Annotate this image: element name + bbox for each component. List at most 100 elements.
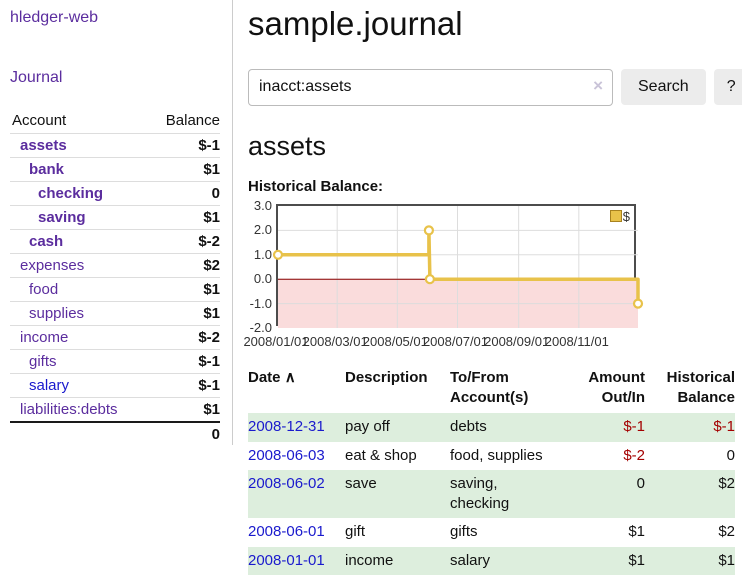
transaction-balance: $2 [718, 523, 735, 541]
transaction-accounts: salary [450, 551, 491, 569]
account-balance: $1 [147, 277, 220, 302]
chart-legend: $ [609, 208, 630, 224]
chart-y-tick-label: 2.0 [253, 222, 272, 238]
transaction-row: 2008-06-01 gift gifts $1 $2 [248, 518, 735, 546]
sidebar-account-link[interactable]: assets [20, 137, 67, 155]
account-row: checking 0 [10, 181, 220, 206]
transaction-balance: $-1 [713, 418, 735, 436]
accounts-header-balance: Balance [165, 112, 220, 130]
transaction-accounts: gifts [450, 523, 478, 541]
transaction-row: 2008-06-02 save saving, checking 0 $2 [248, 469, 735, 519]
transaction-balance: $2 [718, 474, 735, 492]
chart-x-tick-label: 2008/09/01 [484, 333, 550, 349]
transaction-amount: $-2 [623, 446, 645, 464]
transaction-date-link[interactable]: 2008-06-01 [248, 523, 325, 541]
sidebar-account-link[interactable]: food [29, 281, 59, 299]
chart-y-tick-label: 0.0 [253, 271, 272, 287]
chart-y-tick-label: -1.0 [249, 295, 272, 311]
account-balance: $1 [147, 157, 220, 182]
sidebar-account-link[interactable]: checking [38, 185, 104, 203]
register-header-amount: Amount Out/In [588, 368, 645, 407]
sidebar-account-link[interactable]: saving [38, 209, 86, 227]
accounts-header-account: Account [12, 112, 67, 130]
accounts-table: Account Balance assets $-1 bank $1 checking 0… [10, 109, 220, 447]
search-button[interactable]: Search [621, 69, 706, 106]
sidebar-account-link[interactable]: salary [29, 377, 70, 395]
sidebar-account-link[interactable]: supplies [29, 305, 85, 323]
chart-x-tick-label: 2008/03/01 [302, 333, 368, 349]
transaction-amount: 0 [636, 474, 645, 492]
account-balance: $1 [147, 397, 220, 423]
accounts-total-spacer [10, 421, 148, 447]
chart-x-tick-label: 2008/01/01 [243, 333, 309, 349]
chart-plot-area: $ [272, 203, 644, 328]
account-balance: $1 [147, 205, 220, 230]
account-balance: $-1 [147, 373, 220, 398]
account-balance: $1 [147, 301, 220, 326]
account-row: bank $1 [10, 157, 220, 182]
transaction-date-link[interactable]: 2008-06-02 [248, 474, 325, 492]
search-bar: × Search ? [248, 68, 742, 106]
transaction-date-link[interactable]: 2008-06-03 [248, 446, 325, 464]
sidebar-account-link[interactable]: liabilities:debts [20, 401, 118, 419]
account-balance: $-2 [147, 229, 220, 254]
transaction-date-link[interactable]: 2008-01-01 [248, 551, 325, 569]
chart-y-tick-label: 3.0 [253, 197, 272, 213]
account-balance: $-1 [147, 133, 220, 158]
chart-x-tick-label: 2008/07/01 [422, 333, 489, 349]
transaction-row: 2008-01-01 income salary $1 $1 [248, 546, 735, 575]
register-header-date[interactable]: Date ∧ [248, 368, 296, 386]
accounts-header-row: Account Balance [10, 109, 220, 134]
chart-y-tick-label: 1.0 [253, 246, 272, 262]
account-row: liabilities:debts $1 [10, 397, 220, 423]
transaction-accounts: saving, checking [450, 474, 510, 513]
account-row: supplies $1 [10, 301, 220, 326]
sidebar-account-link[interactable]: cash [29, 233, 64, 251]
search-input[interactable] [248, 68, 613, 106]
transaction-row: 2008-06-03 eat & shop food, supplies $-2 0 [248, 442, 735, 470]
transaction-date-link[interactable]: 2008-12-31 [248, 418, 325, 436]
register-header-row: Date ∧ Description To/From Account(s) Am… [248, 366, 735, 414]
sort-asc-icon: ∧ [284, 368, 296, 386]
transaction-description: income [345, 551, 394, 569]
sidebar-account-link[interactable]: gifts [29, 353, 57, 371]
account-row: assets $-1 [10, 133, 220, 158]
account-balance: $-2 [147, 325, 220, 350]
sidebar: hledger-web Journal Account Balance asse… [0, 0, 232, 575]
account-balance: $2 [147, 253, 220, 278]
sidebar-divider [232, 0, 233, 445]
sidebar-account-link[interactable]: expenses [20, 257, 85, 275]
search-help-button[interactable]: ? [713, 69, 742, 106]
legend-swatch-icon [609, 210, 622, 223]
legend-label: $ [622, 208, 630, 224]
accounts-total-row: 0 [10, 421, 220, 447]
account-row: food $1 [10, 277, 220, 302]
transaction-amount: $-1 [623, 418, 645, 436]
account-row: gifts $-1 [10, 349, 220, 374]
page-title: sample.journal [248, 5, 463, 42]
chart-title: Historical Balance: [248, 177, 384, 195]
transaction-amount: $1 [628, 523, 645, 541]
transaction-balance: 0 [726, 446, 735, 464]
sidebar-account-link[interactable]: bank [29, 161, 65, 179]
sidebar-account-link[interactable]: income [20, 329, 69, 347]
account-heading: assets [248, 130, 327, 161]
transaction-description: eat & shop [345, 446, 417, 464]
transaction-accounts: food, supplies [450, 446, 543, 464]
transaction-description: gift [345, 523, 366, 541]
account-row: income $-2 [10, 325, 220, 350]
transaction-description: save [345, 474, 377, 492]
register-header-description: Description [345, 368, 428, 386]
nav-journal-link[interactable]: Journal [10, 69, 63, 87]
search-field-wrap: × [248, 68, 613, 106]
clear-search-icon[interactable]: × [593, 75, 603, 95]
transaction-row: 2008-12-31 pay off debts $-1 $-1 [248, 413, 735, 442]
account-row: saving $1 [10, 205, 220, 230]
app-title[interactable]: hledger-web [10, 9, 99, 26]
chart-x-tick-label: 2008/11/01 [544, 333, 609, 349]
transaction-amount: $1 [628, 551, 645, 569]
transaction-description: pay off [345, 418, 390, 436]
transaction-register-table: Date ∧ Description To/From Account(s) Am… [248, 366, 735, 575]
account-row: cash $-2 [10, 229, 220, 254]
